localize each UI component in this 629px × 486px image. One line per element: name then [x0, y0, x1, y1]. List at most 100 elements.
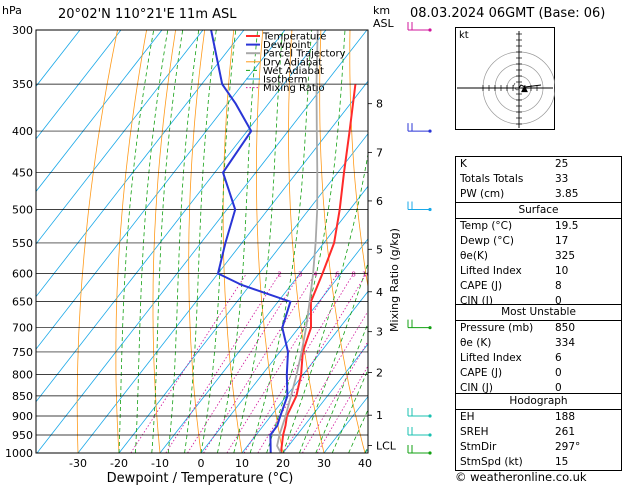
pressure-tick-label: 850 — [12, 390, 33, 403]
axes-text: 3003504004505005506006507007508008509009… — [5, 24, 397, 470]
isotherm-line — [282, 343, 368, 453]
pressure-tick-label: 350 — [12, 78, 33, 91]
wind-barb-dot — [428, 414, 432, 418]
index-row-k: K 25 — [460, 158, 569, 170]
index-row-tt: Totals Totals 33 — [460, 173, 569, 185]
wet-adiabat-line — [118, 30, 155, 453]
surface-title: Surface — [456, 203, 621, 219]
surface-row: θe(K) 325 — [460, 250, 576, 262]
legend-entry: Dewpoint — [263, 40, 311, 51]
wind-barb-dot — [428, 28, 432, 32]
km-label: km — [373, 4, 390, 17]
mixing-ratio-label: 6 — [335, 271, 340, 279]
hodo-row: EH 188 — [460, 411, 576, 423]
pressure-tick-label: 750 — [12, 346, 33, 359]
pressure-tick-label: 550 — [12, 237, 33, 250]
pressure-tick-label: 700 — [12, 322, 33, 335]
pressure-tick-label: 950 — [12, 429, 33, 442]
surface-row: Temp (°C) 19.5 — [460, 220, 579, 232]
dry-adiabat-line — [76, 30, 118, 453]
km-tick-label: 3 — [376, 326, 383, 339]
mixing-ratio-line — [316, 365, 368, 453]
hodograph: ▲ kt — [455, 27, 555, 130]
mu-row: Pressure (mb) 850 — [460, 322, 576, 334]
wet-adiabat-line — [135, 30, 169, 453]
pressure-tick-label: 500 — [12, 203, 33, 216]
km-tick-label: 2 — [376, 366, 383, 379]
km-tick-label: 8 — [376, 98, 383, 111]
legend-entry: Temperature — [262, 32, 326, 43]
hodograph-title: Hodograph — [456, 394, 621, 410]
temp-tick-label: 0 — [198, 457, 205, 470]
date-title: 08.03.2024 06GMT (Base: 06) — [410, 6, 606, 21]
wet-adiabat-line — [167, 30, 200, 453]
profiles — [210, 30, 357, 453]
asl-label: ASL — [373, 17, 395, 30]
mixing-ratio-line — [130, 273, 247, 453]
x-axis-label: Dewpoint / Temperature (°C) — [107, 471, 294, 486]
mixing-ratio-label: 2 — [277, 271, 281, 279]
wind-barbs — [407, 22, 432, 455]
isotherm-line — [36, 30, 286, 350]
wet-adiabat-line — [151, 30, 184, 453]
km-tick-label: 1 — [376, 409, 383, 422]
mixing-ratio-label: 25 — [418, 271, 427, 279]
temp-tick-label: -30 — [69, 457, 87, 470]
pressure-tick-label: 300 — [12, 24, 33, 37]
most-unstable-title: Most Unstable — [456, 305, 621, 321]
isotherm-line — [36, 30, 163, 193]
legend-entry: Wet Adiabat — [263, 66, 324, 77]
wet-adiabat-line — [217, 30, 258, 453]
wet-adiabat-line — [184, 30, 217, 453]
hodograph-trace — [518, 84, 542, 89]
isotherm-line — [241, 290, 368, 453]
temp-tick-label: 20 — [276, 457, 290, 470]
temp-tick-label: -10 — [151, 457, 169, 470]
indices-panel: K 25 Totals Totals 33 PW (cm) 3.85 — [455, 156, 622, 203]
hodo-row: StmDir 297° — [460, 441, 581, 453]
temp-tick-label: 30 — [317, 457, 331, 470]
surface-panel: Surface Temp (°C) 19.5 Dewp (°C) 17 θe(K) 3… — [455, 202, 622, 310]
mu-row: CIN (J) 0 — [460, 382, 562, 394]
mixing-ratio-line — [187, 273, 301, 453]
dry-adiabat-line — [152, 30, 176, 453]
legend-entry: Dry Adiabat — [263, 57, 322, 68]
index-row-pw: PW (cm) 3.85 — [460, 188, 579, 200]
series-temperature — [279, 84, 357, 453]
km-tick-label: LCL — [376, 440, 397, 453]
mixing-ratio-line — [165, 273, 281, 453]
legend-entry: Parcel Trajectory — [263, 49, 346, 60]
legend-entry: Mixing Ratio — [263, 83, 325, 94]
surface-row: Lifted Index 10 — [460, 265, 569, 277]
mixing-ratio-label: 8 — [351, 271, 355, 279]
mixing-ratio-label: 20 — [404, 271, 413, 279]
footer-credit: © weatheronline.co.uk — [455, 470, 587, 484]
isotherm-line — [36, 30, 245, 298]
pressure-tick-label: 650 — [12, 296, 33, 309]
isotherm-line — [36, 30, 368, 453]
hodo-row: StmSpd (kt) 15 — [460, 456, 569, 468]
km-tick-label: 7 — [376, 146, 383, 159]
wind-barb-dot — [428, 207, 432, 212]
pressure-tick-label: 1000 — [5, 447, 33, 460]
mixing-ratio-label: 10 — [362, 271, 371, 279]
location-title: 20°02'N 110°21'E 11m ASL — [58, 7, 237, 22]
series-dewpoint — [210, 30, 292, 453]
hodograph-trace-low — [512, 82, 522, 91]
mu-row: θe (K) 334 — [460, 337, 576, 349]
km-tick-label: 5 — [376, 243, 383, 256]
pressure-tick-label: 900 — [12, 410, 33, 423]
temp-tick-label: 40 — [358, 457, 372, 470]
storm-motion-marker: ▲ — [521, 84, 528, 94]
hodograph-panel: Hodograph EH 188 SREH 261 StmDir 297° StmSp… — [455, 393, 622, 471]
mu-row: Lifted Index 6 — [460, 352, 562, 364]
mixing-ratio-label: 4 — [313, 271, 318, 279]
dry-adiabat-line — [349, 30, 368, 290]
hpa-label: hPa — [2, 4, 22, 17]
wind-barb-dot — [428, 433, 432, 437]
mixing-ratio-line — [302, 340, 368, 453]
most-unstable-panel: Most Unstable Pressure (mb) 850 θe (K) 334… — [455, 304, 622, 397]
hodograph-kt-label: kt — [459, 30, 469, 41]
y-axis-label: Mixing Ratio (g/kg) — [388, 228, 401, 332]
